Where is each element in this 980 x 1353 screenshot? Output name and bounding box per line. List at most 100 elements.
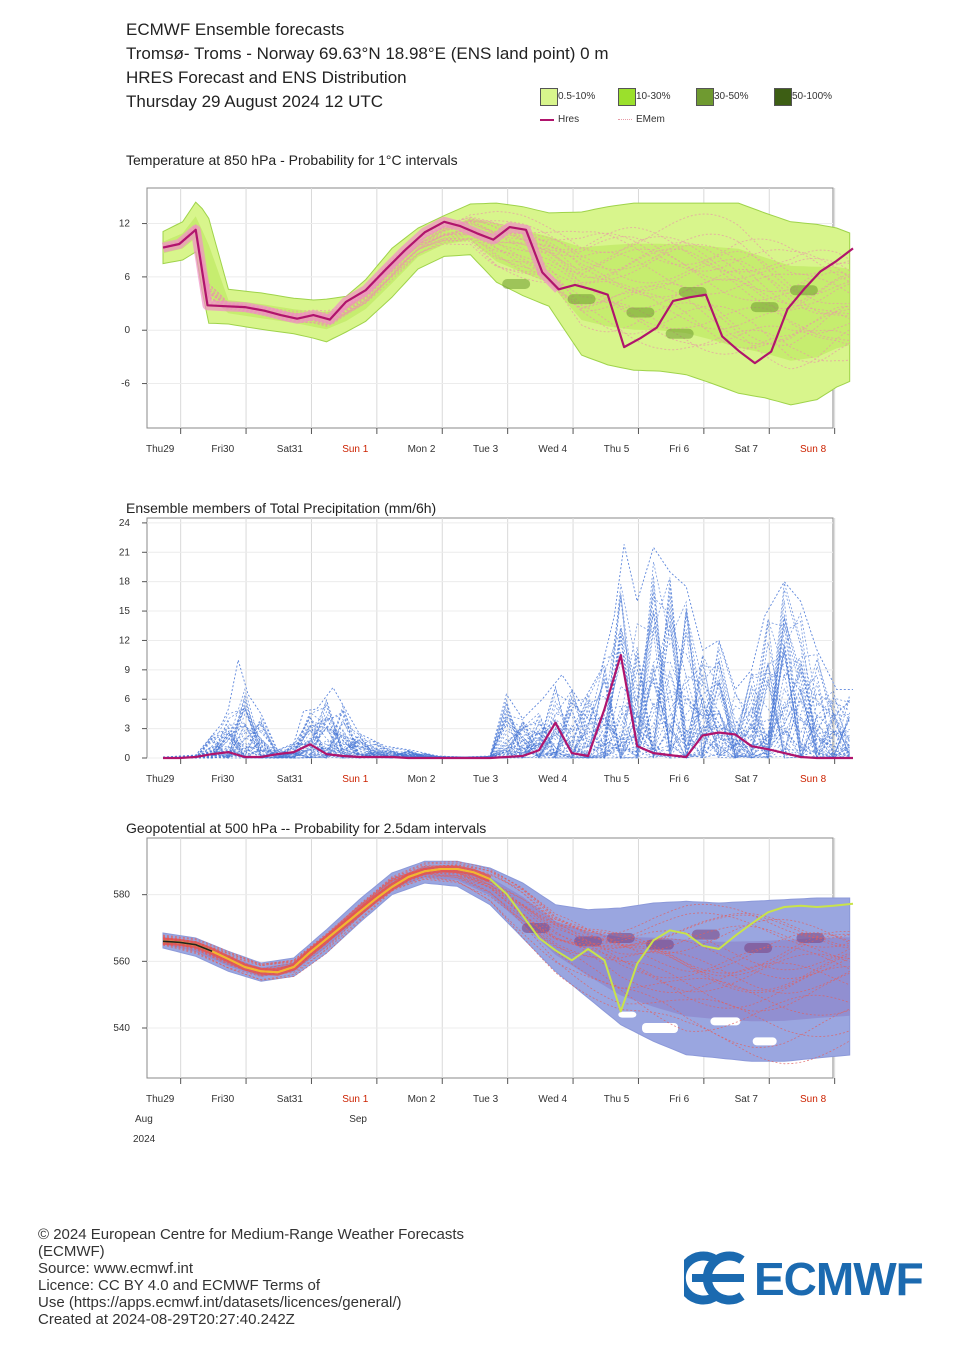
probability-legend: 0.5-10% 10-30% 30-50% 50-100% Hres EMem [538, 86, 858, 130]
geo-day-label: Sat 7 [735, 1094, 759, 1105]
precip-day-label: Sun 1 [342, 774, 369, 785]
precipitation-chart-title: Ensemble members of Total Precipitation … [126, 500, 437, 516]
geopotential-chart-svg: 580 560 540 Thu29 Fri30 Sat31 Sun 1 Mon 2 Tue 3 W… [113, 837, 854, 1145]
temp-ensemble-member [162, 230, 850, 363]
legend-label-emem: EMem [636, 114, 665, 125]
geo-band-gap [710, 1017, 741, 1026]
legend-label-p3: 30-50% [714, 91, 749, 102]
legend-label-p4: 50-100% [792, 91, 833, 102]
geo-ensemble-member [162, 866, 850, 967]
geo-day-label: Tue 3 [473, 1094, 499, 1105]
precip-day-label: Fri30 [211, 774, 234, 785]
precip-day-label: Sat31 [277, 774, 304, 785]
precip-ytick-label: 3 [124, 724, 130, 735]
precip-hres-line [163, 654, 853, 760]
geo-prob-block [691, 929, 720, 940]
temp-day-label: Mon 2 [408, 444, 436, 455]
temp-ensemble-member [162, 228, 850, 335]
geopotential-chart: Geopotential at 500 hPa -- Probability f… [0, 818, 980, 1158]
precip-ytick-label: 15 [119, 606, 131, 617]
geo-band-gap [642, 1023, 679, 1033]
geo-day-label: Fri 6 [669, 1094, 689, 1105]
precip-ytick-label: 12 [119, 635, 131, 646]
temp-ensemble-member [162, 227, 850, 330]
geo-day-label: Sun 1 [342, 1094, 369, 1105]
geo-ensemble-member [162, 872, 850, 1016]
geo-hres-line-early [162, 868, 491, 974]
ecmwf-logo: ECMWF [684, 1250, 946, 1306]
temp-day-label: Thu29 [146, 444, 175, 455]
precip-ensemble-member [162, 587, 850, 759]
geo-ensemble-member [162, 861, 850, 965]
geo-day-label: Fri30 [211, 1094, 234, 1105]
geo-day-label: Wed 4 [538, 1094, 567, 1105]
temp-day-label: Thu 5 [604, 444, 630, 455]
geo-ensemble-member [162, 867, 850, 967]
geo-band-gap [752, 1037, 777, 1046]
geo-ensemble-member [162, 864, 850, 965]
geo-band-gap [618, 1011, 637, 1018]
temp-day-label: Sun 8 [800, 444, 827, 455]
ecmwf-logo-icon [684, 1251, 745, 1305]
geo-ytick-label: 560 [113, 956, 130, 967]
temperature-chart-title: Temperature at 850 hPa - Probability for… [126, 152, 458, 168]
legend-swatch-p1 [540, 88, 558, 106]
precip-ytick-label: 9 [124, 665, 130, 676]
temp-day-label: Fri 6 [669, 444, 689, 455]
precip-ytick-label: 0 [124, 753, 130, 764]
precip-ensemble-member [162, 584, 850, 759]
geo-day-label: Sat31 [277, 1094, 304, 1105]
temp-ensemble-member [162, 229, 850, 355]
temp-day-label: Sat31 [277, 444, 304, 455]
temp-day-label: Sun 1 [342, 444, 369, 455]
precip-plot-frame [146, 517, 834, 759]
ecmwf-logo-text: ECMWF [754, 1253, 924, 1305]
footer-copyright: © 2024 European Centre for Medium-Range … [38, 1226, 464, 1243]
precip-day-label: Mon 2 [408, 774, 436, 785]
precip-day-label: Wed 4 [538, 774, 567, 785]
temp-ensemble-member [162, 226, 850, 317]
header-subtitle: HRES Forecast and ENS Distribution [126, 68, 407, 87]
precipitation-chart-svg: 24 21 18 15 12 9 6 3 0 Thu29 Fri30 Sat31 Sun 1 Mon 2 T… [119, 517, 853, 785]
precip-ensemble-member [162, 561, 851, 759]
geo-ensemble-member [162, 877, 850, 1065]
legend-emem-line [618, 119, 632, 120]
temp-ytick-label: -6 [121, 379, 130, 390]
footer-created: Created at 2024-08-29T20:27:40.242Z [38, 1311, 295, 1328]
header-location: Tromsø- Troms - Norway 69.63°N 18.98°E (… [126, 44, 609, 63]
precip-day-label: Tue 3 [473, 774, 499, 785]
geo-day-label: Mon 2 [408, 1094, 436, 1105]
geo-ensemble-member [162, 876, 850, 1048]
precip-ensemble-member [162, 578, 851, 759]
temp-day-label: Fri30 [211, 444, 234, 455]
geo-prob-block [796, 933, 825, 943]
geo-hres-line-start [162, 940, 213, 953]
temperature-chart-svg: 12 6 0 -6 Thu29 Fri30 Sat31 Sun 1 Mon 2 Tue 3 Wed … [119, 187, 854, 455]
geo-month-sep: Sep [349, 1114, 367, 1125]
precip-ensemble-member [162, 595, 850, 759]
geo-ensemble-member [162, 864, 850, 965]
temp-prob-block [678, 287, 707, 297]
geo-ensemble-member [162, 872, 850, 979]
temp-prob-block [626, 307, 655, 318]
geo-prob-block [744, 943, 773, 953]
footer-licence: Licence: CC BY 4.0 and ECMWF Terms of [38, 1277, 321, 1294]
precip-ytick-label: 18 [119, 577, 131, 588]
temp-ytick-label: 6 [124, 272, 130, 283]
precip-ensemble-max [162, 544, 853, 758]
temp-prob-block [665, 328, 694, 339]
precip-day-label: Sat 7 [735, 774, 759, 785]
geo-prob-band-inner [163, 866, 850, 1022]
legend-label-hres: Hres [558, 114, 580, 125]
precip-day-label: Thu 5 [604, 774, 630, 785]
precip-day-label: Sun 8 [800, 774, 827, 785]
legend-swatch-p3 [696, 88, 714, 106]
footer-source: Source: www.ecmwf.int [38, 1260, 194, 1277]
precip-ytick-label: 24 [119, 518, 131, 529]
precip-ytick-label: 21 [119, 547, 131, 558]
geo-prob-block [521, 923, 550, 933]
geo-year-label: 2024 [133, 1134, 156, 1145]
legend-label-p1: 0.5-10% [558, 91, 596, 102]
geo-day-label: Thu 5 [604, 1094, 630, 1105]
footer-org: (ECMWF) [38, 1243, 105, 1260]
